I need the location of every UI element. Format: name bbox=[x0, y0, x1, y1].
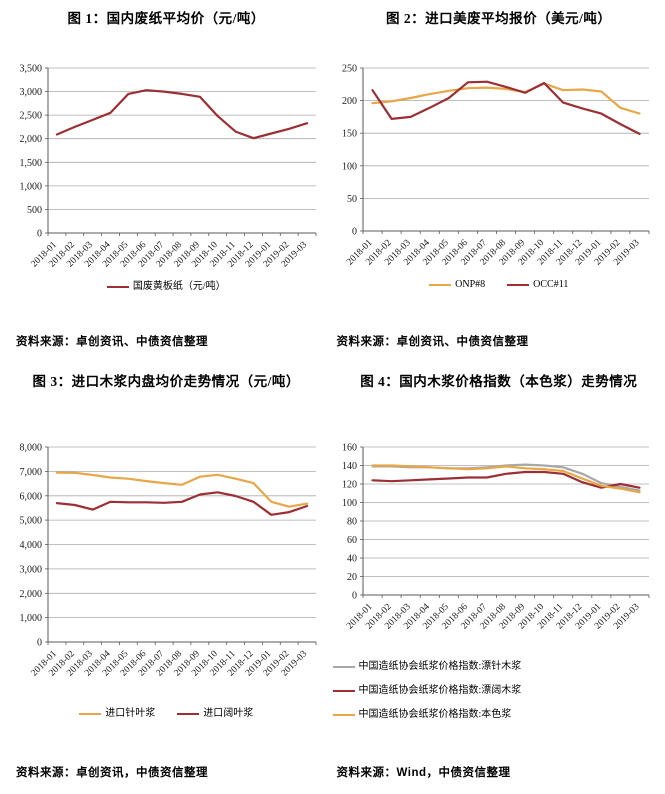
svg-text:2,000: 2,000 bbox=[20, 589, 43, 600]
chart2-plot: 250 200 150 100 50 0 2018-01 2018-02 2018-03 2018… bbox=[335, 62, 665, 283]
svg-text:0: 0 bbox=[352, 227, 357, 238]
chart1-title: 图 1：国内废纸平均价（元/吨） bbox=[67, 11, 265, 26]
chart2-title: 图 2：进口美废平均报价（美元/吨） bbox=[386, 11, 612, 26]
svg-text:1,000: 1,000 bbox=[20, 181, 43, 192]
chart1-legend: 国废黄板纸（元/吨） bbox=[0, 279, 333, 295]
svg-text:250: 250 bbox=[342, 64, 357, 75]
chart4-panel: 图 4：国内木浆价格指数（本色浆）走势情况 160 140 120 100 80 60 40… bbox=[332, 363, 665, 794]
chart2-legend: ONP#8 OCC#11 bbox=[333, 277, 665, 293]
chart3-plot: 8,000 7,000 6,000 5,000 4,000 3,000 2,000 1,000… bbox=[2, 441, 333, 694]
legend-label: 中国造纸协会纸浆价格指数:本色浆 bbox=[358, 709, 512, 720]
legend-label: 国废黄板纸（元/吨） bbox=[132, 281, 226, 292]
svg-text:80: 80 bbox=[347, 517, 357, 528]
svg-text:200: 200 bbox=[342, 96, 357, 107]
chart4-legend: 中国造纸协会纸浆价格指数:漂针木浆 中国造纸协会纸浆价格指数:漂阔木浆 中国造纸协会… bbox=[332, 659, 665, 723]
svg-text:8,000: 8,000 bbox=[20, 443, 43, 454]
svg-text:3,000: 3,000 bbox=[20, 564, 43, 575]
svg-text:40: 40 bbox=[347, 554, 357, 565]
svg-text:5,000: 5,000 bbox=[20, 516, 43, 527]
legend-line-marker-icon bbox=[507, 283, 530, 287]
chart3-panel: 图 3：进口木浆内盘均价走势情况（元/吨） 8,000 7,000 6,000 5,0… bbox=[0, 363, 333, 794]
legend-line-marker-icon bbox=[332, 665, 355, 669]
svg-text:7,000: 7,000 bbox=[20, 467, 43, 478]
svg-text:20: 20 bbox=[347, 572, 357, 583]
svg-text:0: 0 bbox=[37, 638, 42, 649]
legend-item: 中国造纸协会纸浆价格指数:漂阔木浆 bbox=[332, 683, 522, 699]
legend-item: 国废黄板纸（元/吨） bbox=[106, 279, 226, 295]
chart2-panel: 图 2：进口美废平均报价（美元/吨） 250 200 150 100 50 0 2018-0… bbox=[333, 0, 665, 363]
chart3-source: 资料来源：卓创资讯，中债资信整理 bbox=[16, 767, 208, 779]
svg-text:140: 140 bbox=[342, 461, 357, 472]
svg-text:4,000: 4,000 bbox=[20, 540, 43, 551]
legend-label: 进口针叶浆 bbox=[105, 708, 156, 719]
svg-text:150: 150 bbox=[342, 129, 357, 140]
svg-text:2,500: 2,500 bbox=[20, 111, 43, 122]
chart3-legend: 进口针叶浆 进口阔叶浆 bbox=[0, 706, 333, 722]
svg-text:100: 100 bbox=[342, 498, 357, 509]
svg-text:6,000: 6,000 bbox=[20, 491, 43, 502]
legend-item: OCC#11 bbox=[507, 277, 568, 293]
legend-label: 中国造纸协会纸浆价格指数:漂针木浆 bbox=[358, 661, 522, 672]
legend-line-marker-icon bbox=[79, 712, 102, 716]
svg-text:50: 50 bbox=[347, 194, 357, 205]
legend-label: 进口阔叶浆 bbox=[203, 708, 254, 719]
legend-item: 中国造纸协会纸浆价格指数:漂针木浆 bbox=[332, 659, 522, 675]
legend-line-marker-icon bbox=[332, 689, 355, 693]
chart3-title: 图 3：进口木浆内盘均价走势情况（元/吨） bbox=[32, 374, 300, 389]
chart4-source: 资料来源：Wind，中债资信整理 bbox=[336, 767, 511, 779]
legend-label: OCC#11 bbox=[533, 279, 569, 290]
legend-line-marker-icon bbox=[429, 283, 452, 287]
chart4-plot: 160 140 120 100 80 60 40 20 0 2018-01 2018-02 2018-… bbox=[335, 441, 665, 647]
legend-line-marker-icon bbox=[177, 712, 200, 716]
legend-item: 进口阔叶浆 bbox=[177, 706, 253, 722]
svg-text:3,500: 3,500 bbox=[20, 64, 43, 75]
svg-text:0: 0 bbox=[37, 229, 42, 240]
legend-item: 中国造纸协会纸浆价格指数:本色浆 bbox=[332, 707, 512, 723]
svg-text:160: 160 bbox=[342, 443, 357, 454]
chart1-plot: 3,500 3,000 2,500 2,000 1,500 1,000 500 0 2018-0… bbox=[2, 62, 333, 285]
chart1-source: 资料来源：卓创资讯、中债资信整理 bbox=[16, 336, 208, 348]
legend-item: 进口针叶浆 bbox=[79, 706, 155, 722]
chart2-source: 资料来源：卓创资讯、中债资信整理 bbox=[336, 336, 529, 348]
svg-text:60: 60 bbox=[347, 535, 357, 546]
legend-label: 中国造纸协会纸浆价格指数:漂阔木浆 bbox=[358, 685, 522, 696]
svg-text:2,000: 2,000 bbox=[20, 134, 43, 145]
svg-text:100: 100 bbox=[342, 161, 357, 172]
svg-text:1,000: 1,000 bbox=[20, 613, 43, 624]
svg-text:1,500: 1,500 bbox=[20, 158, 43, 169]
chart4-title: 图 4：国内木浆价格指数（本色浆）走势情况 bbox=[360, 374, 638, 389]
legend-label: ONP#8 bbox=[455, 279, 486, 290]
svg-text:120: 120 bbox=[342, 480, 357, 491]
svg-text:500: 500 bbox=[27, 205, 42, 216]
legend-line-marker-icon bbox=[106, 285, 129, 289]
legend-item: ONP#8 bbox=[429, 277, 485, 293]
svg-text:3,000: 3,000 bbox=[20, 87, 43, 98]
chart1-panel: 图 1：国内废纸平均价（元/吨） 3,500 3,000 2,500 2,000 1,5… bbox=[0, 0, 333, 363]
svg-text:0: 0 bbox=[352, 591, 357, 602]
legend-line-marker-icon bbox=[332, 713, 355, 717]
